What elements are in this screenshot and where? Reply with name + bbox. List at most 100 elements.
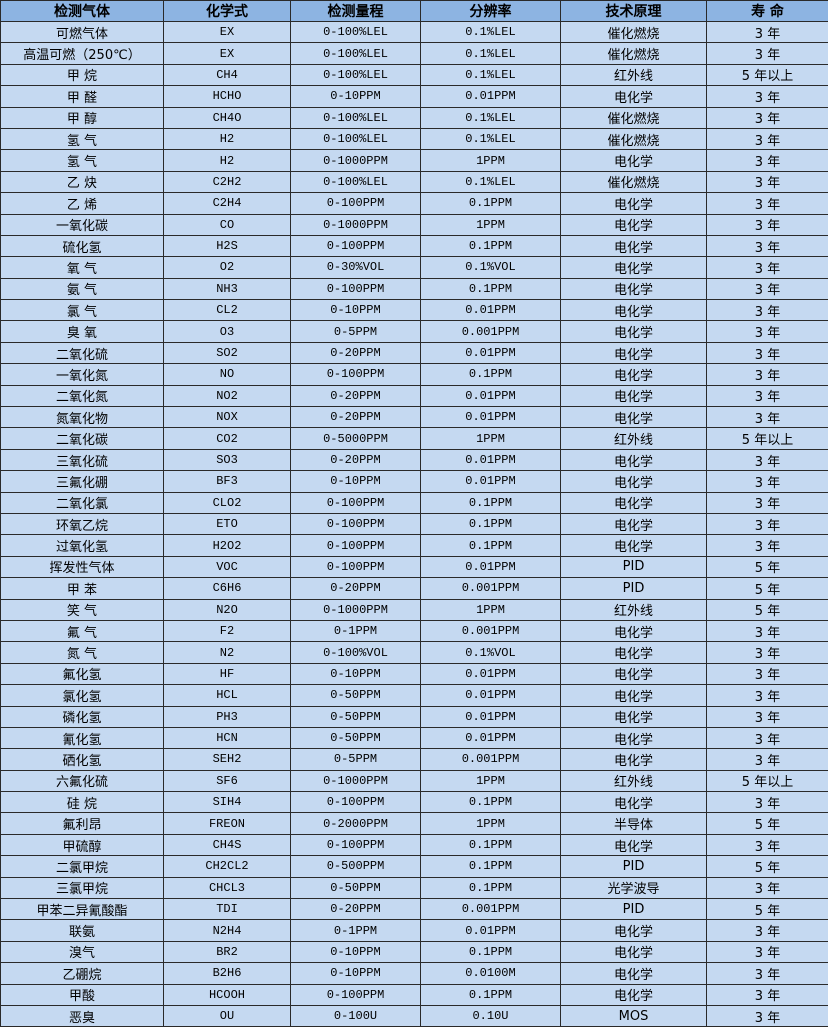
table-row: 恶臭 OU 0-100U 0.10U MOS 3 年 — [0, 1004, 828, 1028]
table-row: 甲 烷 CH4 0-100%LEL 0.1%LEL 红外线 5 年以上 — [0, 63, 828, 87]
cell-formula: CO2 — [163, 427, 291, 450]
cell-resolution: 1PPM — [420, 149, 561, 172]
table-row: 二氧化氮 NO2 0-20PPM 0.01PPM 电化学 3 年 — [0, 384, 828, 408]
table-row: 甲苯二异氰酸酯 TDI 0-20PPM 0.001PPM PID 5 年 — [0, 898, 828, 921]
cell-principle: MOS — [560, 1004, 707, 1028]
cell-resolution: 0.01PPM — [420, 470, 561, 493]
table-row: 氟利昂 FREON 0-2000PPM 1PPM 半导体 5 年 — [0, 812, 828, 835]
cell-gas-name: 硫化氢 — [0, 234, 164, 258]
cell-range: 0-1000PPM — [290, 598, 421, 621]
cell-principle: 电化学 — [560, 684, 707, 707]
cell-range: 0-20PPM — [290, 448, 421, 472]
cell-lifespan: 3 年 — [706, 534, 828, 557]
cell-resolution: 1PPM — [420, 769, 561, 793]
cell-principle: 电化学 — [560, 192, 707, 215]
cell-principle: 电化学 — [560, 726, 707, 750]
cell-range: 0-100PPM — [290, 983, 421, 1006]
cell-resolution: 0.1PPM — [420, 277, 561, 301]
cell-gas-name: 二氧化碳 — [0, 427, 164, 450]
cell-principle: 电化学 — [560, 983, 707, 1006]
cell-resolution: 0.10U — [420, 1004, 561, 1028]
cell-principle: 电化学 — [560, 85, 707, 108]
table-row: 三氟化硼 BF3 0-10PPM 0.01PPM 电化学 3 年 — [0, 470, 828, 493]
table-row: 硅 烷 SIH4 0-100PPM 0.1PPM 电化学 3 年 — [0, 791, 828, 814]
cell-principle: 催化燃烧 — [560, 42, 707, 65]
cell-gas-name: 挥发性气体 — [0, 555, 164, 579]
cell-gas-name: 氮氧化物 — [0, 406, 164, 429]
cell-gas-name: 一氧化氮 — [0, 363, 164, 386]
cell-formula: NH3 — [163, 277, 291, 301]
cell-formula: SEH2 — [163, 748, 291, 771]
cell-range: 0-10PPM — [290, 299, 421, 322]
cell-formula: C6H6 — [163, 577, 291, 600]
cell-principle: 红外线 — [560, 63, 707, 87]
cell-resolution: 0.1%VOL — [420, 641, 561, 664]
cell-principle: 电化学 — [560, 833, 707, 857]
cell-formula: ETO — [163, 512, 291, 536]
cell-principle: PID — [560, 577, 707, 600]
cell-resolution: 0.001PPM — [420, 320, 561, 343]
cell-lifespan: 5 年 — [706, 577, 828, 600]
table-row: 二氯甲烷 CH2CL2 0-500PPM 0.1PPM PID 5 年 — [0, 855, 828, 878]
cell-gas-name: 甲 醛 — [0, 85, 164, 108]
cell-lifespan: 3 年 — [706, 170, 828, 194]
cell-resolution: 0.1PPM — [420, 940, 561, 964]
cell-lifespan: 3 年 — [706, 940, 828, 964]
cell-resolution: 0.1PPM — [420, 192, 561, 215]
cell-formula: CH4S — [163, 833, 291, 857]
cell-resolution: 0.1%LEL — [420, 127, 561, 151]
cell-principle: 半导体 — [560, 812, 707, 835]
cell-lifespan: 3 年 — [706, 149, 828, 172]
cell-lifespan: 3 年 — [706, 20, 828, 44]
cell-principle: 电化学 — [560, 341, 707, 365]
cell-gas-name: 氟利昂 — [0, 812, 164, 835]
table-row: 可燃气体 EX 0-100%LEL 0.1%LEL 催化燃烧 3 年 — [0, 20, 828, 44]
cell-principle: 催化燃烧 — [560, 20, 707, 44]
table-row: 硒化氢 SEH2 0-5PPM 0.001PPM 电化学 3 年 — [0, 748, 828, 771]
table-row: 高温可燃（250℃） EX 0-100%LEL 0.1%LEL 催化燃烧 3 年 — [0, 42, 828, 65]
cell-formula: C2H2 — [163, 170, 291, 194]
cell-gas-name: 氮 气 — [0, 641, 164, 664]
cell-resolution: 0.0100M — [420, 962, 561, 985]
cell-formula: TDI — [163, 898, 291, 921]
cell-range: 0-100%VOL — [290, 641, 421, 664]
cell-gas-name: 氧 气 — [0, 256, 164, 279]
cell-range: 0-20PPM — [290, 384, 421, 408]
table-row: 环氧乙烷 ETO 0-100PPM 0.1PPM 电化学 3 年 — [0, 512, 828, 536]
cell-principle: 电化学 — [560, 641, 707, 664]
cell-gas-name: 二氧化硫 — [0, 341, 164, 365]
cell-principle: 光学波导 — [560, 876, 707, 900]
table-row: 过氧化氢 H2O2 0-100PPM 0.1PPM 电化学 3 年 — [0, 534, 828, 557]
cell-range: 0-10PPM — [290, 470, 421, 493]
cell-lifespan: 3 年 — [706, 641, 828, 664]
cell-resolution: 0.01PPM — [420, 662, 561, 686]
cell-resolution: 0.001PPM — [420, 619, 561, 643]
cell-gas-name: 三氟化硼 — [0, 470, 164, 493]
cell-formula: FREON — [163, 812, 291, 835]
cell-lifespan: 3 年 — [706, 876, 828, 900]
cell-range: 0-1PPM — [290, 619, 421, 643]
cell-lifespan: 3 年 — [706, 234, 828, 258]
cell-range: 0-1000PPM — [290, 769, 421, 793]
cell-resolution: 0.1%LEL — [420, 20, 561, 44]
header-row: 检测气体 化学式 检测量程 分辨率 技术原理寿 命 — [0, 0, 828, 22]
cell-lifespan: 3 年 — [706, 748, 828, 771]
cell-formula: EX — [163, 20, 291, 44]
cell-formula: CL2 — [163, 299, 291, 322]
cell-gas-name: 二氯甲烷 — [0, 855, 164, 878]
cell-principle: 催化燃烧 — [560, 127, 707, 151]
cell-lifespan: 3 年 — [706, 299, 828, 322]
cell-resolution: 0.1PPM — [420, 983, 561, 1006]
table-row: 氢 气 H2 0-100%LEL 0.1%LEL 催化燃烧 3 年 — [0, 127, 828, 151]
table-row: 磷化氢 PH3 0-50PPM 0.01PPM 电化学 3 年 — [0, 705, 828, 728]
cell-resolution: 0.001PPM — [420, 898, 561, 921]
column-header-resolution: 分辨率 — [420, 0, 561, 22]
cell-gas-name: 二氧化氯 — [0, 491, 164, 514]
column-header-lifespan: 寿 命 — [706, 0, 828, 22]
cell-lifespan: 3 年 — [706, 662, 828, 686]
cell-principle: 红外线 — [560, 598, 707, 621]
cell-principle: 电化学 — [560, 448, 707, 472]
cell-lifespan: 5 年 — [706, 598, 828, 621]
table-row: 硫化氢 H2S 0-100PPM 0.1PPM 电化学 3 年 — [0, 234, 828, 258]
table-row: 氯 气 CL2 0-10PPM 0.01PPM 电化学 3 年 — [0, 299, 828, 322]
